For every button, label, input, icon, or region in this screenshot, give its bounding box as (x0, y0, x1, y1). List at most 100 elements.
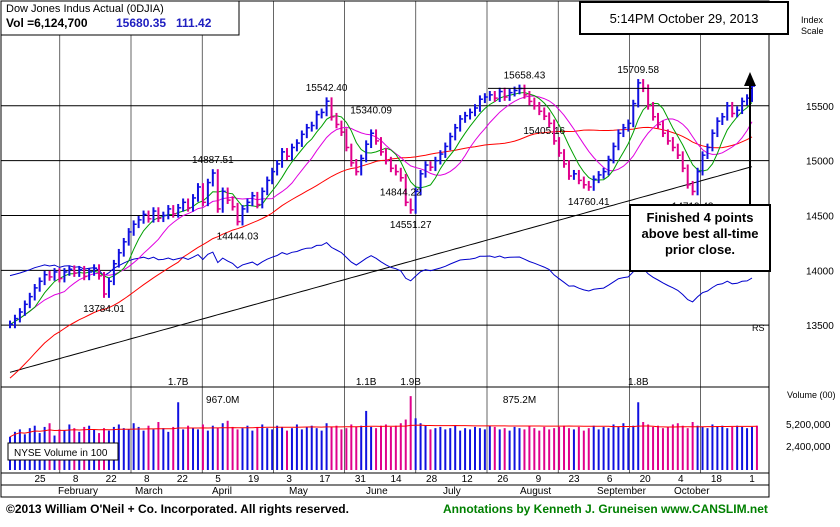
price-bar (68, 265, 73, 276)
price-panel (0, 0, 770, 388)
price-bar (78, 265, 83, 277)
volume-tick-label: 2,400,000 (786, 442, 831, 453)
price-bar (315, 110, 320, 130)
day-tick-label: 8 (73, 474, 79, 485)
price-bar (73, 265, 78, 277)
price-bar (731, 101, 736, 118)
price-bar (330, 97, 335, 121)
volume-average-line (9, 424, 757, 438)
day-tick-label: 18 (711, 474, 723, 485)
price-bar (706, 143, 711, 159)
price-bar (310, 121, 315, 132)
chart-title: Dow Jones Indus Actual (0DJIA) (6, 3, 164, 15)
price-bar (409, 198, 414, 214)
price-bar (691, 180, 696, 196)
day-tick-label: 4 (678, 474, 684, 485)
price-bar (488, 91, 493, 101)
price-bar (58, 268, 63, 283)
price-bar (543, 107, 548, 121)
price-bar (597, 171, 602, 184)
day-tick-label: 20 (640, 474, 652, 485)
price-tick-label: 14500 (806, 211, 834, 222)
price-bar (281, 148, 286, 168)
price-bar (152, 207, 157, 223)
price-bar (375, 129, 380, 145)
callout-text: Finished 4 points above best all-time prio… (641, 210, 758, 257)
price-bar (196, 183, 201, 202)
price-bar (305, 123, 310, 139)
price-bar (271, 167, 276, 185)
price-bar (671, 137, 676, 152)
price-bar (355, 159, 360, 176)
price-bar (419, 169, 424, 196)
volume-annotation-label: 875.2M (503, 395, 536, 406)
price-bar (582, 176, 587, 189)
day-tick-label: 8 (144, 474, 150, 485)
price-bar (28, 292, 33, 309)
price-bar (666, 129, 671, 145)
price-bar (83, 265, 88, 281)
volume-annotation-label: 1.9B (400, 377, 421, 388)
ma-200-path (9, 166, 753, 373)
price-bar (553, 119, 558, 145)
price-annotation-label: 15709.58 (617, 65, 659, 76)
day-tick-label: 31 (355, 474, 367, 485)
month-label: August (520, 486, 551, 497)
price-bar (741, 97, 746, 115)
annotations-credit: Annotations by Kenneth J. Gruneisen www.… (443, 502, 768, 516)
price-bar (167, 205, 172, 220)
price-tick-label: 14000 (806, 266, 834, 277)
volume-annotations: 1.7B 967.0M 1.1B 1.9B 875.2M 1.8B (168, 377, 649, 406)
price-bar (350, 143, 355, 167)
price-annotation-label: 14887.51 (192, 155, 234, 166)
volume-legend: NYSE Volume in 100 (14, 448, 108, 459)
day-tick-label: 22 (177, 474, 189, 485)
x-axis: 25 8 22 8 22 5 19 3 17 31 14 28 12 26 9 23 6 20 4 18 1 Februa… (34, 474, 755, 497)
price-annotation-label: 15405.16 (523, 126, 565, 137)
price-bar (493, 91, 498, 102)
day-tick-label: 25 (34, 474, 46, 485)
ma-200-line (9, 166, 753, 373)
price-bar (384, 148, 389, 165)
price-bar (567, 160, 572, 180)
price-bar (439, 150, 444, 165)
price-bar (627, 119, 632, 132)
price-bar (345, 128, 350, 152)
price-bar (117, 248, 122, 268)
price-bar (365, 140, 370, 163)
price-bar (290, 143, 295, 161)
price-bar (587, 180, 592, 191)
price-bar (18, 308, 23, 323)
month-label: July (443, 486, 461, 497)
price-annotation-label: 14844.22 (380, 188, 422, 199)
price-bar (483, 93, 488, 104)
price-bar (286, 148, 291, 161)
timestamp: 5:14PM October 29, 2013 (610, 11, 759, 26)
price-bar (246, 198, 251, 213)
price-bar (206, 178, 211, 207)
price-bar (147, 210, 152, 223)
price-bar (429, 161, 434, 172)
price-annotation-label: 15340.09 (350, 105, 392, 116)
price-annotation-label: 15658.43 (504, 70, 546, 81)
month-label: June (366, 486, 388, 497)
price-bar (88, 268, 93, 281)
price-bar (399, 167, 404, 182)
price-bar (211, 169, 216, 187)
day-tick-label: 26 (497, 474, 509, 485)
price-annotation-label: 14444.03 (217, 232, 259, 243)
price-bar (9, 320, 13, 329)
price-bar (38, 277, 43, 292)
price-bars (9, 79, 755, 329)
day-tick-label: 1 (749, 474, 755, 485)
price-bar (394, 164, 399, 176)
price-bar (241, 205, 246, 226)
price-bar (701, 151, 706, 176)
price-bar (335, 112, 340, 129)
price-bar (13, 314, 18, 329)
month-label: March (135, 486, 163, 497)
price-bar (43, 270, 48, 286)
day-tick-label: 6 (607, 474, 613, 485)
price-bar (676, 143, 681, 159)
price-bar (360, 154, 365, 176)
